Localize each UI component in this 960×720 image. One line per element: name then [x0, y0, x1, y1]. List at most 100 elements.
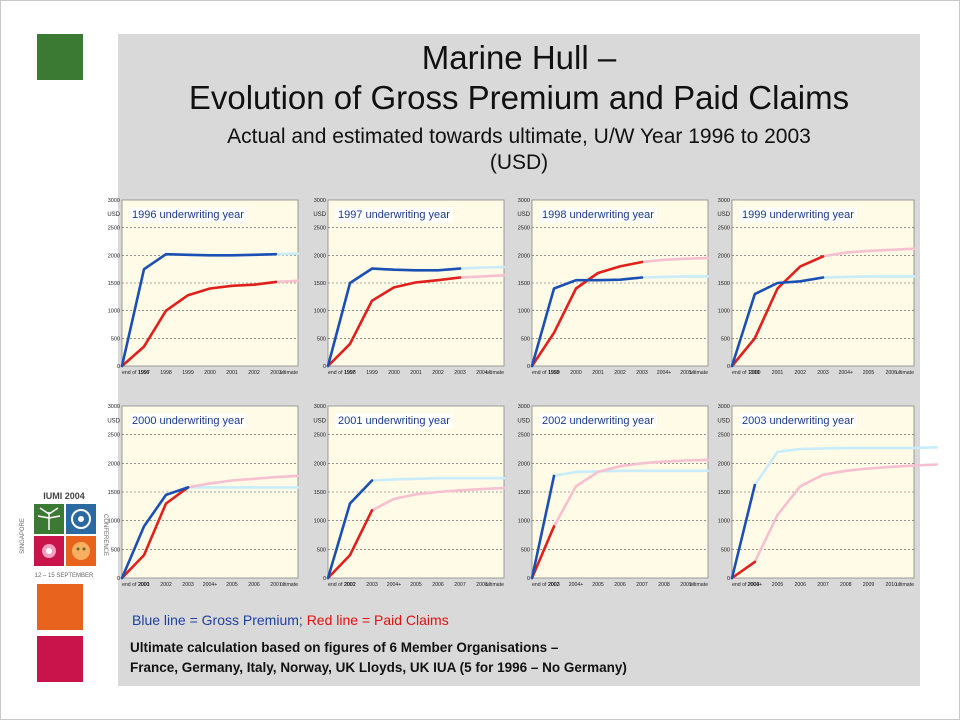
claims-estimate-line — [640, 256, 710, 264]
y-tick-label: 1000 — [518, 309, 530, 315]
x-tick-label: 2009 — [680, 582, 692, 588]
premium-actual-line — [730, 276, 825, 368]
y-tick-label: 3000 — [314, 198, 326, 204]
x-tick-label: 2004+ — [747, 582, 762, 588]
premium-actual-line — [326, 267, 462, 368]
x-tick-label: end of 2001 — [328, 582, 356, 588]
x-tick-label: 2001 — [138, 582, 150, 588]
x-tick-label: ultimate — [690, 370, 708, 376]
claims-actual-line — [326, 509, 374, 580]
x-tick-label: 2007 — [270, 582, 282, 588]
x-tick-label: end of 2002 — [532, 582, 560, 588]
legend-separator: ; — [298, 612, 303, 628]
y-tick-label: 3000 — [108, 198, 120, 204]
y-tick-label: 1500 — [108, 490, 120, 496]
chart-title-box — [739, 413, 857, 429]
x-tick-label: 2007 — [817, 582, 829, 588]
plot-area — [731, 405, 915, 579]
orange-square-decoration — [37, 584, 83, 630]
x-tick-label: 2006 — [432, 582, 444, 588]
x-tick-label: 2005 — [226, 582, 238, 588]
title-subtitle: Actual and estimated towards ultimate, U… — [227, 125, 811, 148]
y-axis-unit: USD — [717, 418, 730, 424]
x-tick-label: 2003 — [270, 370, 282, 376]
slide-title: Marine Hull – Evolution of Gross Premium… — [118, 38, 920, 176]
chart-title: 2002 underwriting year — [542, 415, 654, 427]
y-tick-label: 2000 — [518, 461, 530, 467]
y-axis-unit: USD — [717, 212, 730, 218]
x-tick-label: 2003 — [182, 582, 194, 588]
y-tick-label: 1000 — [718, 309, 730, 315]
x-tick-label: 2008 — [476, 582, 488, 588]
claims-actual-line — [730, 255, 825, 368]
y-tick-label: 1500 — [108, 281, 120, 287]
plot-area — [731, 199, 915, 367]
chart-title: 1998 underwriting year — [542, 209, 654, 221]
premium-actual-line — [530, 276, 644, 368]
x-tick-label: ultimate — [486, 582, 504, 588]
x-tick-label: 2005 — [863, 370, 875, 376]
claims-estimate-line — [821, 247, 916, 258]
x-tick-label: 2003 — [548, 582, 560, 588]
y-tick-label: 1500 — [314, 281, 326, 287]
chart-title: 2000 underwriting year — [132, 415, 244, 427]
chart-title: 2003 underwriting year — [742, 415, 854, 427]
premium-estimate-line — [552, 469, 710, 478]
y-tick-label: 2000 — [314, 253, 326, 259]
x-tick-label: 1997 — [138, 370, 150, 376]
y-tick-label: 2500 — [518, 226, 530, 232]
y-tick-label: 2000 — [718, 461, 730, 467]
y-tick-label: 500 — [317, 336, 326, 342]
y-tick-label: 500 — [111, 547, 120, 553]
x-tick-label: 2003 — [636, 370, 648, 376]
y-tick-label: 1500 — [518, 490, 530, 496]
x-tick-label: 2008 — [658, 582, 670, 588]
x-tick-label: 2005 — [410, 582, 422, 588]
x-tick-label: 2004+ — [387, 582, 402, 588]
x-tick-label: end of 1996 — [122, 370, 150, 376]
y-tick-label: 2500 — [718, 226, 730, 232]
premium-estimate-line — [274, 252, 300, 256]
x-tick-label: end of 2000 — [122, 582, 150, 588]
claims-actual-line — [730, 560, 757, 580]
claims-estimate-line — [458, 274, 506, 279]
y-tick-label: 500 — [317, 547, 326, 553]
y-tick-label: 0 — [727, 364, 730, 370]
x-tick-label: ultimate — [280, 370, 298, 376]
y-tick-label: 2500 — [108, 433, 120, 439]
x-tick-label: 2002 — [160, 582, 172, 588]
y-tick-label: 2000 — [718, 253, 730, 259]
y-tick-label: 1000 — [518, 519, 530, 525]
x-tick-label: 1999 — [182, 370, 194, 376]
chart-title: 1997 underwriting year — [338, 209, 450, 221]
x-tick-label: 2000 — [570, 370, 582, 376]
y-tick-label: 1000 — [718, 519, 730, 525]
y-axis-unit: USD — [313, 212, 326, 218]
claims-estimate-line — [274, 279, 300, 284]
x-tick-label: 2003 — [454, 370, 466, 376]
x-tick-label: 2003 — [366, 582, 378, 588]
y-tick-label: 2500 — [108, 226, 120, 232]
premium-actual-line — [530, 474, 556, 580]
x-tick-label: 2006 — [614, 582, 626, 588]
claims-estimate-line — [186, 474, 300, 489]
x-tick-label: 2004+ — [838, 370, 853, 376]
y-axis-unit: USD — [517, 212, 530, 218]
chart-1999: 0 500 1000 1500 2000 2500 3000 USD end of 1999 20… — [710, 196, 916, 380]
logo-bottom-text: 12 – 15 SEPTEMBER — [35, 573, 94, 579]
chart-title: 1999 underwriting year — [742, 209, 854, 221]
x-tick-label: 2001 — [226, 370, 238, 376]
chart-1998: 0 500 1000 1500 2000 2500 3000 USD end of 1998 19… — [510, 196, 710, 380]
logo-right-text: CONFERENCE — [102, 514, 108, 556]
y-tick-label: 2000 — [314, 461, 326, 467]
y-tick-label: 500 — [721, 547, 730, 553]
x-tick-label: 2007 — [636, 582, 648, 588]
chart-2002: 0 500 1000 1500 2000 2500 3000 USD end of 2002 20… — [510, 402, 710, 592]
y-tick-label: 3000 — [108, 404, 120, 410]
y-tick-label: 3000 — [718, 404, 730, 410]
